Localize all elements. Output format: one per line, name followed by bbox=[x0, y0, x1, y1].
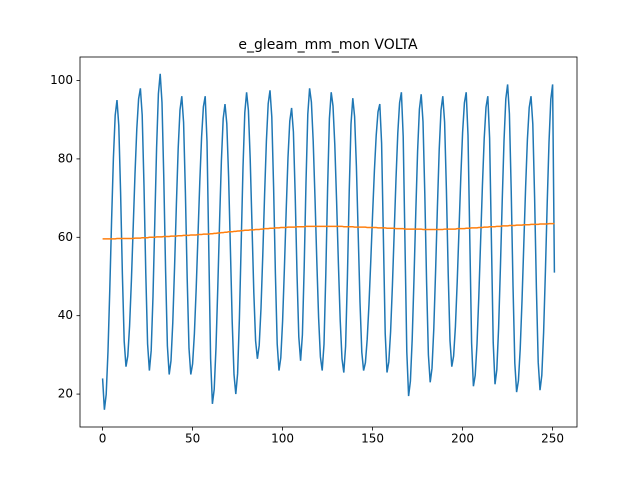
y-tick-label: 20 bbox=[58, 387, 73, 401]
y-tick-label: 80 bbox=[58, 151, 73, 165]
data-line bbox=[102, 222, 555, 240]
x-tick-label: 0 bbox=[99, 432, 107, 446]
plot-frame bbox=[79, 56, 578, 428]
data-line bbox=[101, 73, 556, 410]
y-tick-label: 100 bbox=[50, 73, 73, 87]
x-tick-label: 200 bbox=[451, 432, 474, 446]
x-tick-label: 150 bbox=[361, 432, 384, 446]
y-tick-label: 60 bbox=[58, 230, 73, 244]
chart-title: e_gleam_mm_mon VOLTA bbox=[238, 37, 418, 53]
y-tick-label: 40 bbox=[58, 308, 73, 322]
x-tick-label: 100 bbox=[271, 432, 294, 446]
x-tick-label: 50 bbox=[185, 432, 200, 446]
x-tick-label: 250 bbox=[541, 432, 564, 446]
